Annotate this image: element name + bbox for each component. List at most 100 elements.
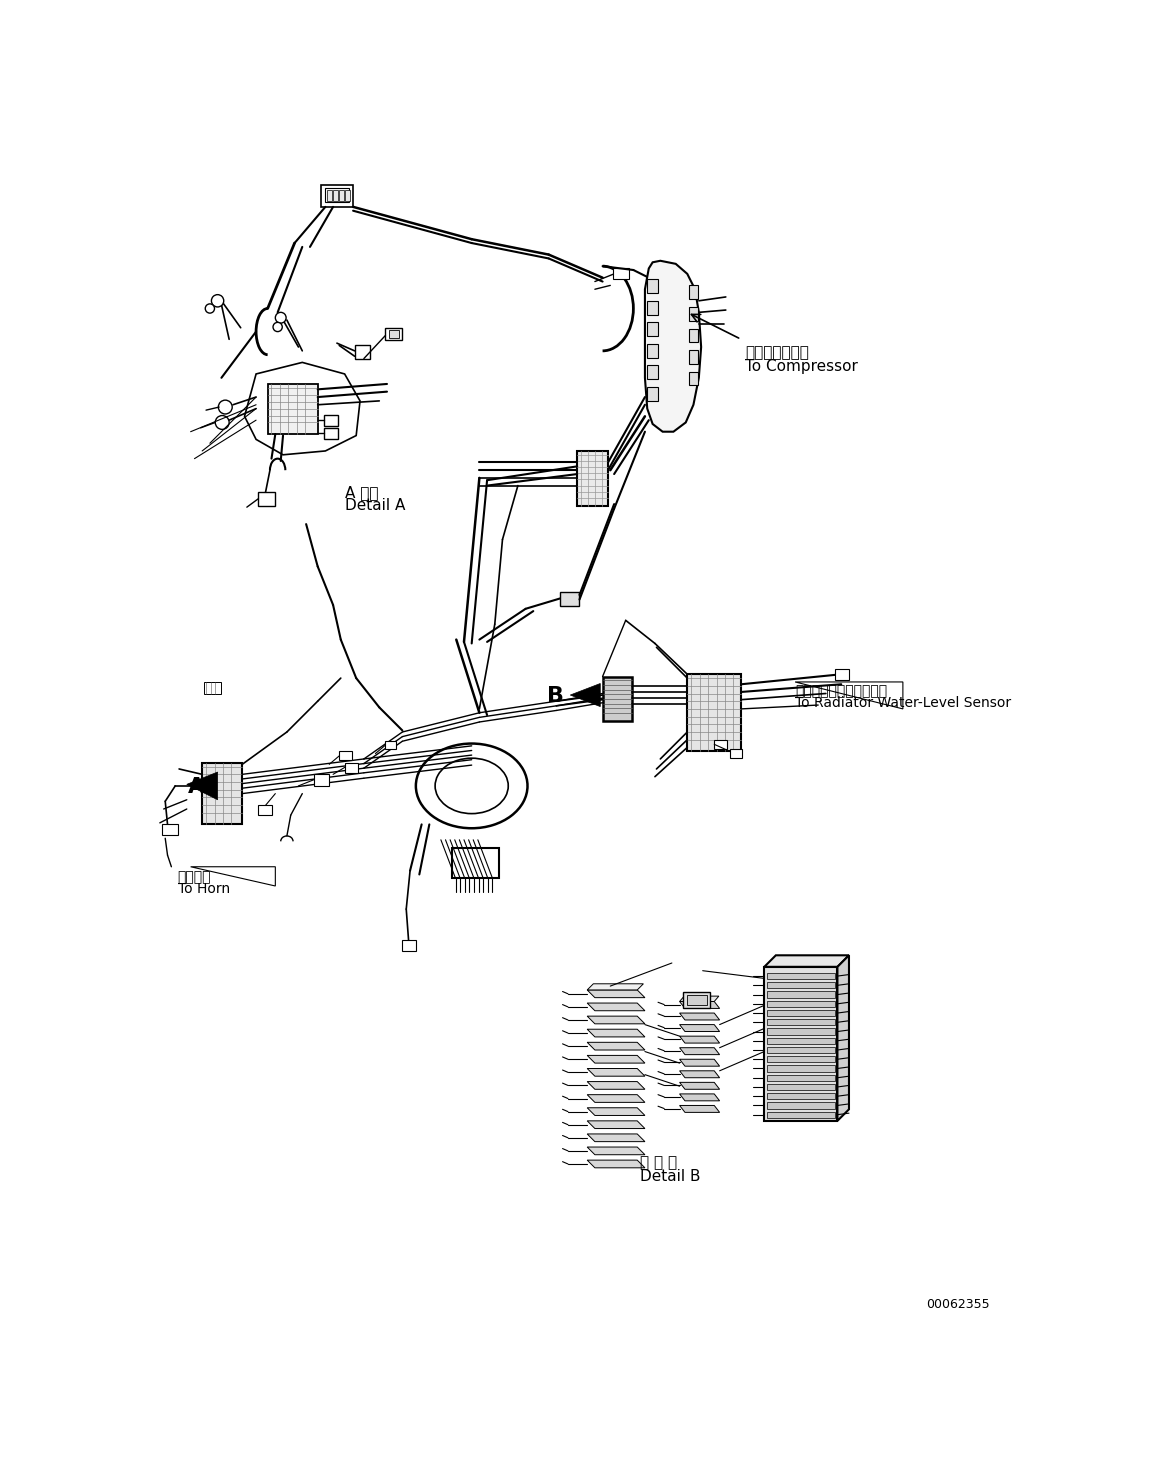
Bar — [162, 824, 178, 835]
Bar — [648, 366, 658, 379]
Text: A: A — [188, 777, 206, 796]
Bar — [314, 774, 329, 786]
Text: Detail A: Detail A — [344, 497, 405, 514]
Bar — [648, 280, 658, 293]
Text: Detail B: Detail B — [640, 1169, 700, 1184]
Bar — [402, 940, 416, 950]
Bar — [452, 848, 499, 878]
Bar — [648, 300, 658, 315]
Bar — [648, 343, 658, 358]
Polygon shape — [679, 1048, 720, 1055]
Circle shape — [273, 323, 283, 332]
Bar — [388, 330, 399, 337]
Bar — [355, 345, 370, 360]
Polygon shape — [587, 1069, 645, 1076]
Text: To Horn: To Horn — [178, 882, 229, 897]
Text: B: B — [547, 685, 564, 706]
Bar — [327, 189, 331, 201]
Circle shape — [276, 312, 286, 323]
Polygon shape — [679, 1094, 720, 1101]
Text: To Radiator Water-Level Sensor: To Radiator Water-Level Sensor — [795, 696, 1011, 710]
Polygon shape — [587, 1055, 645, 1063]
Polygon shape — [187, 773, 217, 799]
Polygon shape — [587, 1017, 645, 1024]
Text: コンプレッサへ: コンプレッサへ — [745, 345, 809, 361]
Polygon shape — [679, 1072, 720, 1077]
Bar — [766, 972, 835, 980]
Bar — [766, 1094, 835, 1100]
Text: ラジエータ水位センサへ: ラジエータ水位センサへ — [795, 684, 887, 699]
Polygon shape — [587, 1095, 645, 1103]
Bar — [688, 371, 698, 385]
Bar — [345, 189, 350, 201]
Bar — [766, 992, 835, 998]
Bar — [766, 983, 835, 989]
Bar — [258, 491, 276, 506]
Bar — [344, 762, 358, 773]
Bar — [688, 286, 698, 299]
Bar — [766, 1000, 835, 1006]
Bar — [684, 992, 711, 1008]
Text: To Compressor: To Compressor — [745, 358, 858, 373]
Bar — [688, 351, 698, 364]
Bar — [323, 414, 337, 426]
Bar — [385, 741, 397, 749]
Bar — [766, 1057, 835, 1063]
Bar — [766, 1074, 835, 1080]
Polygon shape — [837, 955, 849, 1120]
Polygon shape — [587, 1042, 645, 1049]
Polygon shape — [679, 1036, 720, 1043]
Bar — [688, 306, 698, 321]
Polygon shape — [679, 1012, 720, 1020]
Bar — [602, 676, 632, 721]
Bar — [835, 669, 849, 679]
Bar — [333, 189, 337, 201]
Bar — [766, 1046, 835, 1054]
Bar — [688, 329, 698, 342]
Polygon shape — [679, 1002, 720, 1008]
Bar — [766, 1009, 835, 1017]
Polygon shape — [587, 1003, 645, 1011]
Bar — [648, 388, 658, 401]
Bar — [561, 592, 579, 605]
Bar — [766, 1020, 835, 1026]
Bar — [766, 1037, 835, 1043]
Bar — [258, 805, 272, 815]
Bar — [766, 1103, 835, 1109]
Bar — [267, 383, 317, 434]
Bar — [577, 451, 608, 506]
Bar — [324, 188, 349, 203]
Bar — [204, 682, 221, 694]
Bar — [202, 762, 242, 824]
Bar — [766, 1066, 835, 1072]
Bar — [323, 428, 337, 438]
Polygon shape — [587, 1120, 645, 1129]
Polygon shape — [587, 990, 645, 998]
Polygon shape — [645, 260, 701, 432]
Polygon shape — [587, 1107, 645, 1116]
Polygon shape — [587, 984, 643, 990]
Polygon shape — [587, 1082, 645, 1089]
Circle shape — [205, 303, 214, 314]
Bar — [766, 1029, 835, 1035]
Polygon shape — [764, 955, 849, 966]
Bar — [687, 675, 741, 752]
Bar — [613, 268, 629, 280]
Polygon shape — [587, 1134, 645, 1141]
Text: ホーンへ: ホーンへ — [178, 870, 211, 885]
Text: A 詳細: A 詳細 — [344, 485, 378, 500]
Bar — [340, 752, 351, 761]
Polygon shape — [679, 996, 719, 1002]
Bar — [321, 185, 354, 207]
Text: 00062355: 00062355 — [926, 1298, 990, 1311]
Polygon shape — [679, 1106, 720, 1113]
Polygon shape — [587, 1029, 645, 1037]
Bar — [714, 740, 727, 749]
Circle shape — [212, 295, 223, 306]
Polygon shape — [679, 1024, 720, 1032]
Text: 日 詳 細: 日 詳 細 — [640, 1156, 677, 1171]
Bar — [764, 966, 837, 1120]
Bar — [340, 189, 344, 201]
Polygon shape — [679, 1082, 720, 1089]
Circle shape — [215, 416, 229, 429]
